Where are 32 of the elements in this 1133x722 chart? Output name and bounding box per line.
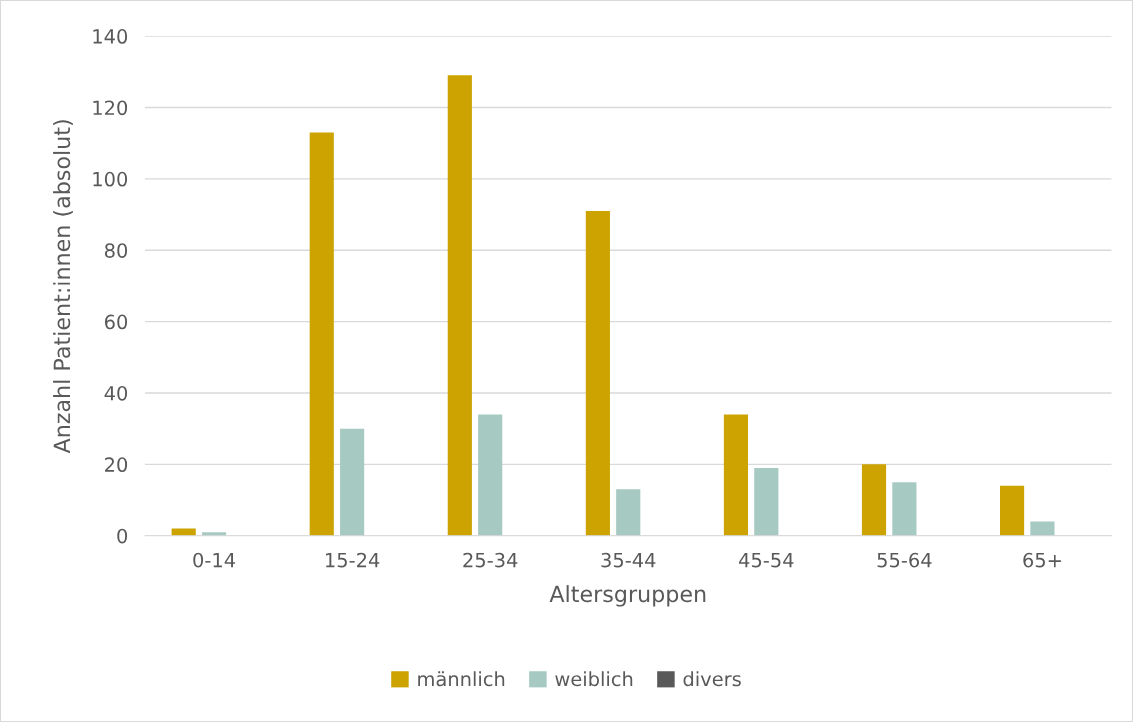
bar	[340, 428, 365, 536]
y-tick-label: 120	[93, 100, 128, 116]
bar	[447, 75, 472, 536]
y-tick-label: 40	[104, 385, 128, 401]
x-tick-label: 55-64	[877, 552, 932, 568]
bar	[585, 210, 610, 536]
x-tick-label: 0-14	[193, 552, 236, 568]
bar	[478, 414, 503, 536]
y-tick-label: 80	[104, 243, 128, 258]
bar	[1030, 521, 1055, 536]
y-tick-label: 140	[93, 29, 128, 44]
y-axis-title: Anzahl Patient:innen (absolut)	[53, 120, 73, 454]
legend-label: divers	[683, 671, 741, 687]
x-tick-label: 25-34	[463, 552, 518, 568]
x-tick-label: 35-44	[601, 552, 656, 568]
y-tick-label: 0	[117, 528, 128, 544]
bar	[723, 414, 749, 536]
legend-label: männlich	[418, 671, 505, 687]
x-tick-label: 65+	[1023, 552, 1061, 568]
x-axis-title: Altersgruppen	[549, 585, 706, 607]
legend-label: weiblich	[555, 671, 633, 687]
bar	[754, 467, 779, 536]
bar	[861, 464, 887, 536]
x-tick-label: 15-24	[326, 552, 380, 568]
bar	[892, 482, 917, 536]
bar	[999, 485, 1025, 536]
y-tick-label: 60	[104, 314, 128, 330]
y-tick-label: 20	[105, 457, 128, 473]
y-tick-label: 100	[93, 171, 128, 187]
x-tick-label: 45-54	[739, 552, 794, 568]
bar	[616, 489, 641, 536]
bar	[309, 132, 334, 536]
